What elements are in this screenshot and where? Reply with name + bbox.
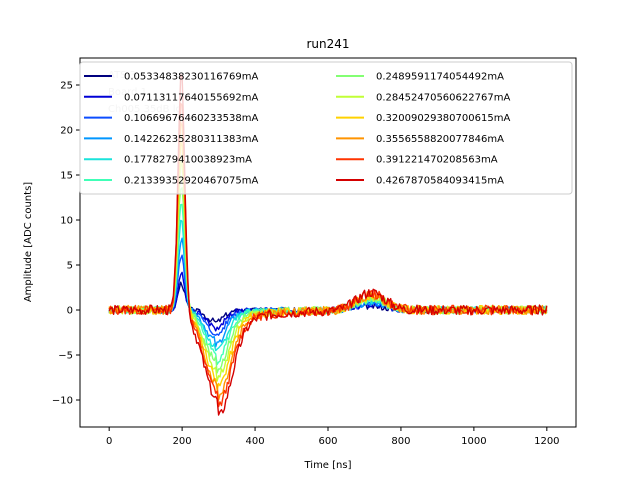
- legend-label: 0.21339352920467075mA: [124, 176, 258, 187]
- y-axis-label: Amplitude [ADC counts]: [23, 182, 34, 302]
- legend-label: 0.2489591174054492mA: [376, 72, 504, 83]
- axis-ticks: 0 200 400 600 800 1000 1200 −10 −5 0 5 10 15 20 25: [52, 81, 560, 448]
- x-tick-label: 600: [318, 436, 337, 447]
- y-tick-label: 5: [67, 261, 73, 272]
- legend-label: 0.4267870584093415mA: [376, 176, 504, 187]
- y-tick-label: 0: [67, 306, 73, 317]
- y-tick-label: −5: [58, 351, 73, 362]
- legend-label: 0.07113117640155692mA: [124, 92, 258, 103]
- x-tick-label: 800: [391, 436, 410, 447]
- legend-label: 0.391221470208563mA: [376, 155, 498, 166]
- chart-title: run241: [306, 37, 349, 51]
- x-tick-label: 1000: [461, 436, 486, 447]
- legend: 0.05334838230116769mA 0.07113117640155692…: [79, 61, 573, 195]
- x-tick-label: 0: [106, 436, 112, 447]
- legend-label: 0.32009029380700615mA: [376, 113, 510, 124]
- y-tick-label: 10: [60, 216, 73, 227]
- y-tick-label: 20: [60, 126, 73, 137]
- y-tick-label: 15: [60, 171, 73, 182]
- legend-box: [79, 61, 573, 195]
- legend-label: 0.3556558820077846mA: [376, 134, 504, 145]
- x-tick-label: 200: [173, 436, 192, 447]
- plot-frame: [79, 57, 577, 428]
- legend-label: 0.1778279410038923mA: [124, 155, 252, 166]
- x-tick-label: 1200: [534, 436, 559, 447]
- x-tick-label: 400: [246, 436, 265, 447]
- legend-label: 0.10669676460233538mA: [124, 113, 258, 124]
- legend-label: 0.05334838230116769mA: [124, 72, 258, 83]
- x-axis-label: Time [ns]: [303, 460, 351, 471]
- y-tick-label: 25: [60, 81, 73, 92]
- y-tick-label: −10: [52, 396, 73, 407]
- legend-label: 0.28452470560622767mA: [376, 92, 510, 103]
- legend-label: 0.14226235280311383mA: [124, 134, 258, 145]
